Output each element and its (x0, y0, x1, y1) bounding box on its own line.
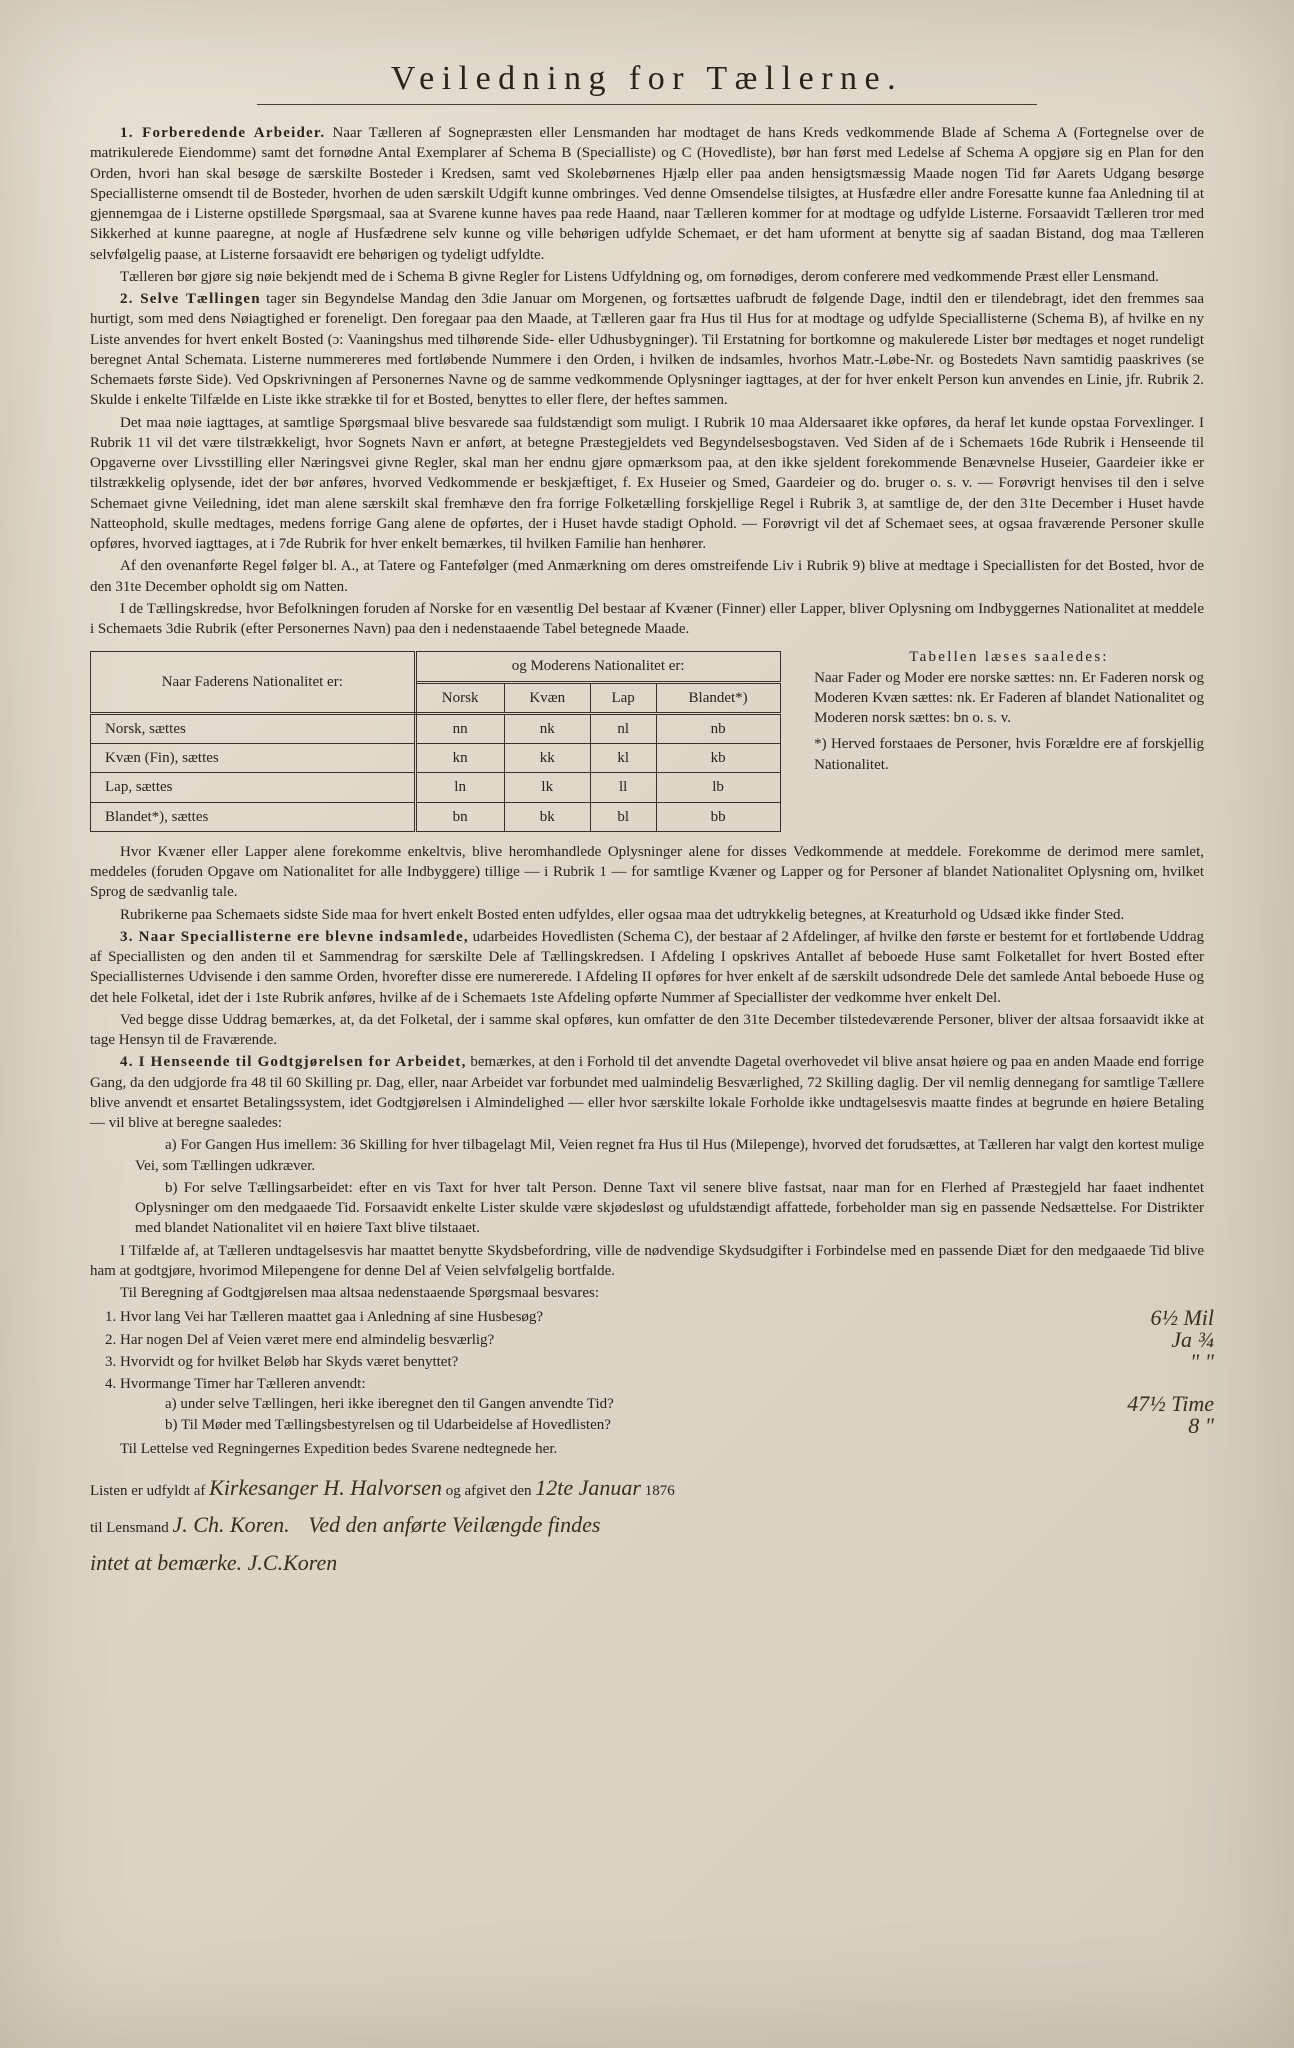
footer-1b: og afgivet den (446, 1483, 532, 1499)
s4-head: 4. I Henseende til Godtgjørelsen for Arb… (120, 1054, 467, 1070)
q3: Hvorvidt og for hvilket Beløb har Skyds … (120, 1352, 1204, 1372)
s3-head: 3. Naar Speciallisterne ere blevne indsa… (120, 929, 469, 945)
section-3: 3. Naar Speciallisterne ere blevne indsa… (90, 927, 1204, 1008)
footer-hand-2: J. Ch. Koren. (173, 1506, 290, 1543)
page-title: Veiledning for Tællerne. (257, 60, 1037, 105)
footer-year: 1876 (645, 1483, 675, 1499)
q2: Har nogen Del af Veien været mere end al… (120, 1330, 1204, 1350)
s4-p3: Til Beregning af Godtgjørelsen maa altsa… (90, 1283, 1204, 1303)
footer-hand-4: intet at bemærke. J.C.Koren (90, 1544, 1204, 1581)
document-page: Veiledning for Tællerne. 1. Forberedende… (0, 0, 1294, 2048)
side-note: *) Herved forstaaes de Personer, hvis Fo… (814, 734, 1204, 775)
body-text: 1. Forberedende Arbeider. Naar Tælleren … (90, 123, 1204, 1581)
th-col-0: Norsk (415, 682, 504, 713)
section-4: 4. I Henseende til Godtgjørelsen for Arb… (90, 1052, 1204, 1133)
s1-p2: Tælleren bør gjøre sig nøie bekjendt med… (90, 267, 1204, 287)
answer-4b: 8 " (1188, 1411, 1214, 1441)
footer-1a: Listen er udfyldt af (90, 1483, 205, 1499)
s2-p4: I de Tællingskredse, hvor Befolkningen f… (90, 599, 1204, 640)
footer-2a: til Lensmand (90, 1520, 169, 1536)
th-col-1: Kvæn (504, 682, 590, 713)
s4-b: b) For selve Tællingsarbeidet: efter en … (135, 1178, 1204, 1239)
th-father: Naar Faderens Nationalitet er: (91, 652, 416, 714)
q4a: a) under selve Tællingen, heri ikke iber… (165, 1394, 1204, 1414)
th-mother: og Moderens Nationalitet er: (415, 652, 780, 682)
s4-p2: I Tilfælde af, at Tælleren undtagelsesvi… (90, 1241, 1204, 1282)
s4-a: a) For Gangen Hus imellem: 36 Skilling f… (135, 1135, 1204, 1176)
nationality-table: Naar Faderens Nationalitet er: og Modere… (90, 651, 781, 832)
q1: Hvor lang Vei har Tælleren maattet gaa i… (120, 1307, 1204, 1327)
footer: Listen er udfyldt af Kirkesanger H. Halv… (90, 1469, 1204, 1581)
s2-p2: Det maa nøie iagttages, at samtlige Spør… (90, 413, 1204, 555)
footer-hand-3: Ved den anførte Veilængde findes (308, 1512, 600, 1537)
s2-body: tager sin Begyndelse Mandag den 3die Jan… (90, 291, 1204, 408)
side-body: Naar Fader og Moder ere norske sættes: n… (814, 668, 1204, 729)
th-col-3: Blandet*) (656, 682, 780, 713)
after-table-2: Rubrikerne paa Schemaets sidste Side maa… (90, 905, 1204, 925)
th-col-2: Lap (590, 682, 656, 713)
section-1: 1. Forberedende Arbeider. Naar Tælleren … (90, 123, 1204, 265)
s1-head: 1. Forberedende Arbeider. (120, 125, 325, 141)
closing: Til Lettelse ved Regningernes Expedition… (90, 1439, 1204, 1459)
answer-3: " " (1190, 1347, 1214, 1377)
table-row: Kvæn (Fin), sættes kn kk kl kb (91, 744, 781, 773)
s1-body: Naar Tælleren af Sognepræsten eller Lens… (90, 125, 1204, 263)
q4: Hvormange Timer har Tælleren anvendt: a)… (120, 1374, 1204, 1435)
table-row: Blandet*), sættes bn bk bl bb (91, 802, 781, 831)
after-table-1: Hvor Kvæner eller Lapper alene forekomme… (90, 842, 1204, 903)
footer-hand-1: Kirkesanger H. Halvorsen (209, 1469, 442, 1506)
section-2: 2. Selve Tællingen tager sin Begyndelse … (90, 289, 1204, 411)
side-head: Tabellen læses saaledes: (814, 647, 1204, 667)
table-row: Lap, sættes ln lk ll lb (91, 773, 781, 802)
q4b: b) Til Møder med Tællingsbestyrelsen og … (165, 1415, 1204, 1435)
s2-head: 2. Selve Tællingen (120, 291, 261, 307)
s2-p3: Af den ovenanførte Regel følger bl. A., … (90, 556, 1204, 597)
s3-p2: Ved begge disse Uddrag bemærkes, at, da … (90, 1010, 1204, 1051)
footer-date: 12te Januar (535, 1469, 641, 1506)
table-side-text: Tabellen læses saaledes: Naar Fader og M… (814, 641, 1204, 775)
table-row: Norsk, sættes nn nk nl nb (91, 713, 781, 743)
questions-block: Hvor lang Vei har Tælleren maattet gaa i… (90, 1307, 1204, 1435)
